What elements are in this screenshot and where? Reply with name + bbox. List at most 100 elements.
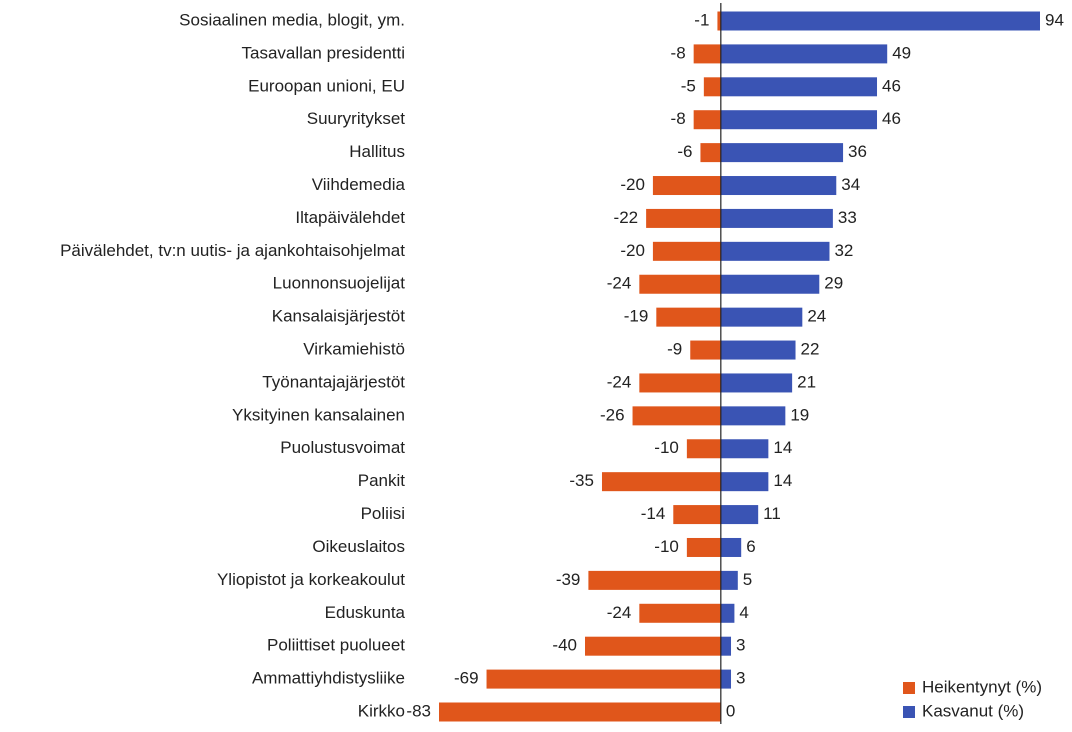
bar: [632, 406, 721, 426]
category-label: Kansalaisjärjestöt: [272, 307, 406, 326]
category-label: Hallitus: [349, 142, 405, 161]
bar: [720, 11, 1040, 31]
value-label: 24: [807, 307, 826, 326]
legend-label: Heikentynyt (%): [922, 677, 1042, 696]
bar: [720, 44, 888, 64]
bar: [720, 603, 735, 623]
category-label: Yliopistot ja korkeakoulut: [217, 570, 405, 589]
value-label: -6: [677, 142, 692, 161]
bar: [720, 570, 738, 590]
value-label: -5: [681, 76, 696, 95]
value-label: 14: [773, 438, 792, 457]
bar: [588, 570, 721, 590]
value-label: 46: [882, 76, 901, 95]
bar: [720, 307, 803, 327]
value-label: -8: [671, 43, 686, 62]
value-label: -22: [614, 208, 639, 227]
category-label: Puolustusvoimat: [280, 438, 405, 457]
bar: [673, 505, 721, 525]
value-label: -24: [607, 372, 632, 391]
value-label: -14: [641, 504, 666, 523]
value-label: 6: [746, 537, 755, 556]
value-label: 46: [882, 109, 901, 128]
bar: [585, 636, 721, 656]
category-label: Pankit: [358, 471, 406, 490]
bar: [639, 603, 721, 623]
category-label: Suuryritykset: [307, 109, 406, 128]
value-label: 3: [736, 636, 745, 655]
bar: [652, 241, 721, 261]
value-label: -39: [556, 570, 581, 589]
category-label: Tasavallan presidentti: [242, 43, 405, 62]
bar: [720, 537, 742, 557]
bar: [720, 208, 833, 228]
value-label: 32: [834, 241, 853, 260]
value-label: 33: [838, 208, 857, 227]
bar: [646, 208, 721, 228]
bar: [656, 307, 721, 327]
value-label: 5: [743, 570, 752, 589]
value-label: -69: [454, 669, 479, 688]
category-label: Työnantajajärjestöt: [262, 372, 405, 391]
bar: [720, 472, 769, 492]
bar: [486, 669, 721, 689]
bar: [720, 505, 759, 525]
value-label: -40: [552, 636, 577, 655]
value-label: -20: [620, 241, 645, 260]
category-label: Poliittiset puolueet: [267, 636, 405, 655]
bar: [717, 11, 721, 31]
category-label: Viihdemedia: [312, 175, 406, 194]
bar: [720, 636, 732, 656]
bar: [700, 143, 721, 163]
bar: [639, 373, 721, 393]
value-label: -83: [406, 701, 431, 720]
category-label: Eduskunta: [325, 603, 406, 622]
value-label: 19: [790, 405, 809, 424]
value-label: -8: [671, 109, 686, 128]
legend-swatch: [903, 682, 915, 694]
category-label: Virkamiehistö: [303, 340, 405, 359]
value-label: -19: [624, 307, 649, 326]
value-label: 22: [801, 340, 820, 359]
legend-swatch: [903, 706, 915, 718]
bar: [686, 439, 721, 459]
value-label: -10: [654, 537, 679, 556]
value-label: 14: [773, 471, 792, 490]
category-label: Oikeuslaitos: [312, 537, 405, 556]
bar: [703, 77, 721, 97]
bar: [720, 77, 878, 97]
bar: [720, 176, 837, 196]
bar: [639, 274, 721, 294]
category-label: Euroopan unioni, EU: [248, 76, 405, 95]
value-label: -24: [607, 274, 632, 293]
bar: [720, 110, 878, 130]
bar: [720, 241, 830, 261]
bar: [652, 176, 721, 196]
bar: [720, 340, 796, 360]
bar: [720, 439, 769, 459]
bar: [439, 702, 721, 722]
value-label: -26: [600, 405, 625, 424]
bar: [720, 143, 844, 163]
bar: [720, 669, 732, 689]
value-label: -24: [607, 603, 632, 622]
value-label: -35: [569, 471, 594, 490]
value-label: 11: [763, 504, 781, 523]
category-label: Poliisi: [361, 504, 405, 523]
value-label: -9: [667, 340, 682, 359]
value-label: 3: [736, 669, 745, 688]
value-label: 94: [1045, 10, 1064, 29]
category-label: Päivälehdet, tv:n uutis- ja ajankohtaiso…: [60, 241, 405, 260]
bar: [690, 340, 721, 360]
bar: [693, 44, 721, 64]
category-label: Iltapäivälehdet: [295, 208, 405, 227]
value-label: -10: [654, 438, 679, 457]
category-label: Ammattiyhdistysliike: [252, 669, 405, 688]
bar: [693, 110, 721, 130]
value-label: 0: [726, 701, 735, 720]
value-label: 36: [848, 142, 867, 161]
bar: [720, 406, 786, 426]
value-label: -20: [620, 175, 645, 194]
bar: [720, 274, 820, 294]
